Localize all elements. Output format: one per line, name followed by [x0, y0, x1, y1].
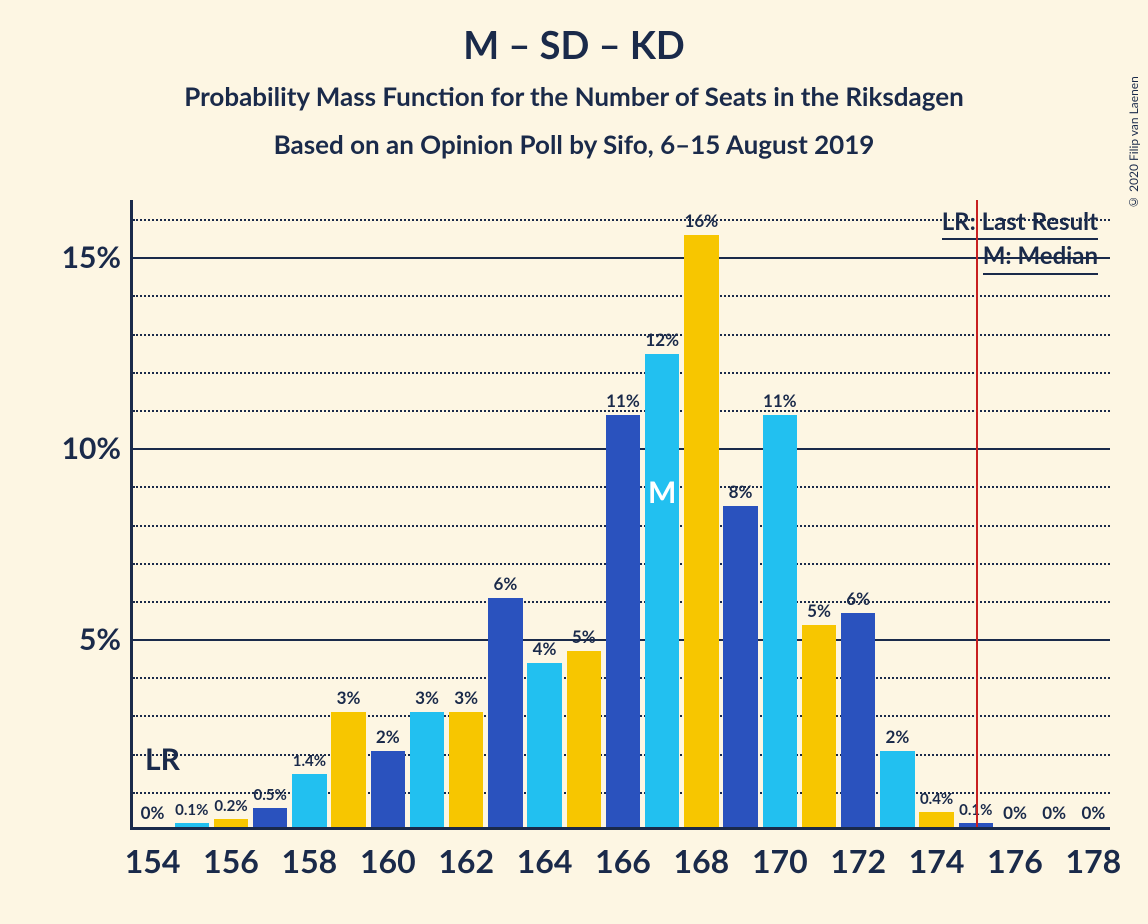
xtick-label: 176: [987, 827, 1043, 880]
bar: 2%: [371, 751, 405, 827]
bar: 1.4%: [292, 774, 326, 827]
bar: 0.5%: [253, 808, 287, 827]
bar: 3%: [331, 712, 365, 827]
bar-value-label: 1.4%: [293, 752, 326, 770]
bar-value-label: 11%: [606, 390, 640, 411]
xtick-label: 166: [595, 827, 651, 880]
bar-value-label: 0%: [1003, 802, 1027, 823]
bar: 0.2%: [214, 819, 248, 827]
bar-value-label: 3%: [337, 687, 361, 708]
xtick-label: 156: [203, 827, 259, 880]
bar-value-label: 0%: [141, 802, 165, 823]
bar: 12%M: [645, 354, 679, 827]
bar-value-label: 5%: [807, 600, 831, 621]
bar-value-label: 16%: [685, 210, 719, 231]
chart-title-sub1: Probability Mass Function for the Number…: [0, 80, 1148, 112]
chart-container: M – SD – KD Probability Mass Function fo…: [0, 0, 1148, 924]
bar-value-label: 3%: [415, 687, 439, 708]
median-marker: M: [648, 474, 676, 510]
bar: 8%: [723, 506, 757, 827]
xtick-label: 178: [1066, 827, 1122, 880]
bar-value-label: 2%: [376, 726, 400, 747]
bar: 6%: [488, 598, 522, 827]
bar-value-label: 0%: [1081, 802, 1105, 823]
xtick-label: 158: [282, 827, 338, 880]
plot-area: LR: Last Result M: Median 5%10%15%154156…: [130, 200, 1110, 830]
ytick-label: 15%: [62, 239, 133, 275]
bar-value-label: 6%: [493, 573, 517, 594]
bar-value-label: 0%: [1042, 802, 1066, 823]
bar-value-label: 2%: [885, 726, 909, 747]
xtick-label: 172: [830, 827, 886, 880]
bar: 2%: [880, 751, 914, 827]
xtick-label: 154: [125, 827, 181, 880]
xtick-label: 168: [674, 827, 730, 880]
copyright-text: © 2020 Filip van Laenen: [1126, 10, 1140, 210]
chart-title-sub2: Based on an Opinion Poll by Sifo, 6–15 A…: [0, 128, 1148, 160]
xtick-label: 164: [517, 827, 573, 880]
bar-value-label: 12%: [645, 329, 679, 350]
bar-value-label: 0.1%: [175, 801, 208, 819]
bar: 5%: [567, 651, 601, 827]
bar-value-label: 5%: [572, 626, 596, 647]
bar-value-label: 11%: [763, 390, 797, 411]
bar-value-label: 0.4%: [920, 790, 953, 808]
legend-lr: LR: Last Result: [942, 206, 1098, 240]
bar: 11%: [606, 415, 640, 827]
bar-value-label: 3%: [454, 687, 478, 708]
chart-legend: LR: Last Result M: Median: [942, 206, 1098, 275]
bar-value-label: 4%: [533, 638, 557, 659]
chart-title-main: M – SD – KD: [0, 22, 1148, 68]
gridline-minor: [133, 372, 1110, 374]
bar-value-label: 0.5%: [254, 786, 287, 804]
gridline-minor: [133, 295, 1110, 297]
bar-value-label: 8%: [729, 481, 753, 502]
bar-value-label: 6%: [846, 588, 870, 609]
bar-value-label: 0.2%: [214, 797, 247, 815]
bar: 0.4%: [919, 812, 953, 827]
xtick-label: 162: [438, 827, 494, 880]
bar: 4%: [527, 663, 561, 827]
bar: 0.1%: [175, 823, 209, 827]
bar: 16%: [684, 235, 718, 827]
gridline-minor: [133, 334, 1110, 336]
bar: 6%: [841, 613, 875, 827]
xtick-label: 170: [752, 827, 808, 880]
last-result-line: [976, 200, 978, 827]
bar: 3%: [449, 712, 483, 827]
ytick-label: 10%: [62, 430, 133, 466]
bar: 11%: [763, 415, 797, 827]
xtick-label: 160: [360, 827, 416, 880]
bar: 3%: [410, 712, 444, 827]
ytick-label: 5%: [79, 621, 133, 657]
xtick-label: 174: [909, 827, 965, 880]
bar: 5%: [802, 625, 836, 827]
gridline-major: [133, 257, 1110, 259]
last-result-label: LR: [145, 741, 180, 777]
gridline-minor: [133, 219, 1110, 221]
